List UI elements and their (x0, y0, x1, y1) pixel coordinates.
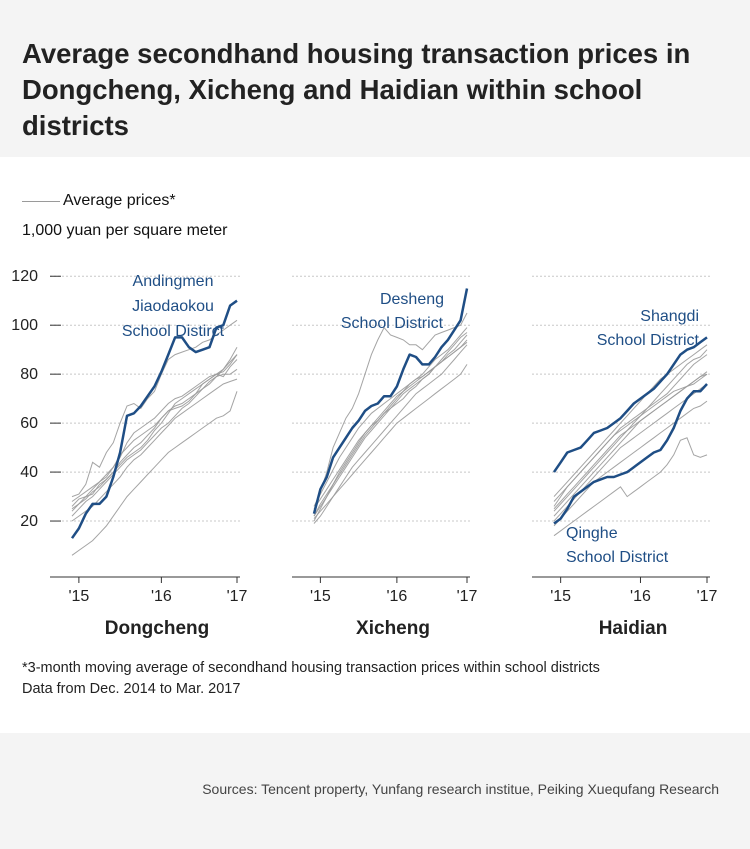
background-series-line (313, 334, 468, 522)
y-tick-label: 60 (20, 415, 38, 432)
y-tick-label: 20 (20, 513, 38, 530)
x-tick-label: '15 (310, 588, 331, 605)
small-multiples-chart: 20 40 60 80 100 120 '15 '16 '17 Dongcheng Andingme… (11, 268, 718, 639)
highlight-label: Andingmen (133, 273, 214, 290)
highlight-line (552, 336, 708, 473)
background-series-line (71, 346, 238, 510)
chart-panel-dongcheng: 20 40 60 80 100 120 '15 '16 '17 Dongcheng Andingme… (11, 268, 247, 639)
highlight2-label: School District (566, 549, 669, 566)
highlight-line (312, 288, 469, 515)
district-label-dongcheng: Dongcheng (105, 618, 210, 639)
background-series-line (71, 359, 238, 512)
footnote-line-2: Data from Dec. 2014 to Mar. 2017 (22, 681, 241, 697)
background-series-line (553, 400, 708, 527)
x-tick-label: '17 (697, 588, 718, 605)
y-tick-label: 120 (11, 268, 38, 285)
unit-label: 1,000 yuan per square meter (22, 222, 228, 239)
background-series-line (313, 344, 468, 524)
x-tick-label: '16 (151, 588, 172, 605)
footnote-line-1: *3-month moving average of secondhand ho… (22, 660, 600, 676)
y-tick-label: 40 (20, 464, 38, 481)
footnote: *3-month moving average of secondhand ho… (22, 658, 600, 700)
highlight-label: Shangdi (640, 308, 699, 325)
background-series-line (553, 344, 708, 497)
background-series-line (313, 332, 468, 517)
legend-line-swatch (22, 200, 60, 202)
y-tick-label: 100 (11, 317, 38, 334)
x-tick-label: '16 (630, 588, 651, 605)
bottom-band (0, 733, 750, 849)
x-tick-label: '15 (550, 588, 571, 605)
chart-panel-xicheng: '15 '16 '17 Xicheng Desheng School District (292, 275, 478, 639)
x-tick-label: '16 (386, 588, 407, 605)
highlight-label: Jiaodaokou (132, 298, 214, 315)
district-label-haidian: Haidian (599, 618, 668, 639)
y-tick-label: 80 (20, 366, 38, 383)
highlight2-line (553, 383, 708, 525)
background-series-line (313, 339, 468, 510)
background-series-line (71, 319, 238, 498)
chart-panel-haidian: '15 '16 '17 Haidian Shangdi School District Qi… (532, 275, 718, 639)
highlight-label: School Distirct (122, 323, 225, 340)
background-series-line (71, 391, 238, 556)
x-tick-label: '17 (227, 588, 248, 605)
highlight-label: Desheng (380, 291, 444, 308)
x-tick-label: '17 (457, 588, 478, 605)
highlight-line (70, 299, 238, 539)
chart-title: Average secondhand housing transaction p… (22, 38, 691, 141)
highlight-label: School District (341, 315, 444, 332)
background-series-line (313, 327, 468, 507)
background-series-line (313, 364, 468, 519)
background-series-line (553, 373, 708, 502)
legend: Average prices* (22, 192, 176, 210)
title-band (0, 0, 750, 157)
x-tick-label: '15 (68, 588, 89, 605)
background-series-line (71, 368, 238, 517)
background-series-line (553, 437, 708, 537)
highlight2-label: Qinghe (566, 525, 618, 542)
legend-label: Average prices* (63, 192, 176, 209)
background-series-line (553, 349, 708, 512)
background-series-line (553, 373, 708, 510)
district-label-xicheng: Xicheng (356, 618, 430, 639)
background-series-line (71, 378, 238, 522)
source-note: Sources: Tencent property, Yunfang resea… (202, 781, 719, 797)
highlight-label: School District (597, 332, 700, 349)
background-series-line (313, 312, 468, 512)
